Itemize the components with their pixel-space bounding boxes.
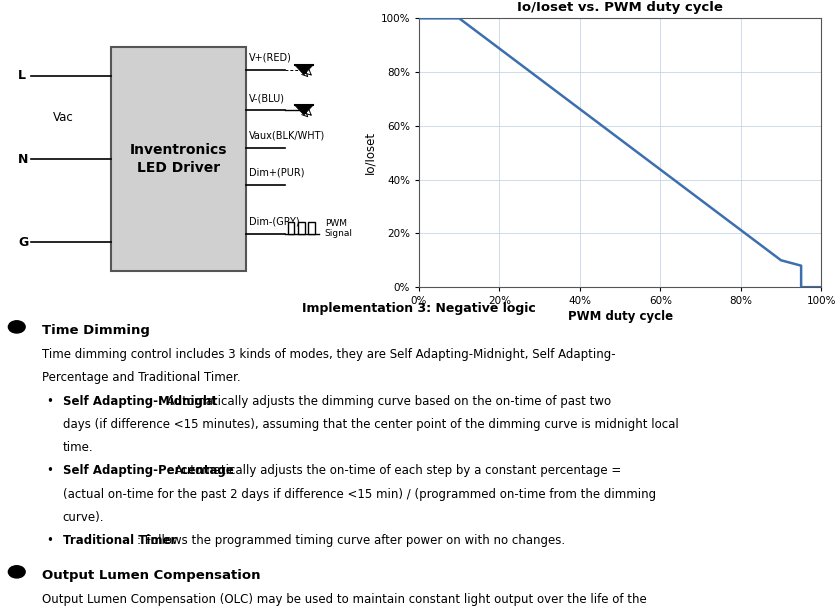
Polygon shape [295,65,313,75]
Text: N: N [18,153,28,166]
Text: Dim-(GRY): Dim-(GRY) [250,216,300,227]
Text: Implementation 3: Negative logic: Implementation 3: Negative logic [303,302,535,315]
Text: •: • [46,395,53,408]
Text: Output Lumen Compensation (OLC) may be used to maintain constant light output ov: Output Lumen Compensation (OLC) may be u… [42,593,647,606]
Text: : Follows the programmed timing curve after power on with no changes.: : Follows the programmed timing curve af… [137,534,565,547]
Bar [288,222,294,233]
Text: (actual on-time for the past 2 days if difference <15 min) / (programmed on-time: (actual on-time for the past 2 days if d… [63,488,656,500]
Text: Vaux(BLK/WHT): Vaux(BLK/WHT) [250,130,325,141]
Text: V-(BLU): V-(BLU) [250,93,285,103]
Text: : Automatically adjusts the on-time of each step by a constant percentage =: : Automatically adjusts the on-time of e… [168,464,622,477]
X-axis label: PWM duty cycle: PWM duty cycle [567,310,673,323]
Bar [111,47,246,271]
Text: PWM: PWM [325,219,347,228]
Text: Self Adapting-Percentage: Self Adapting-Percentage [63,464,234,477]
Text: Self Adapting-Midnight: Self Adapting-Midnight [63,395,217,408]
Text: Traditional Timer: Traditional Timer [63,534,176,547]
Y-axis label: Io/Ioset: Io/Ioset [364,131,376,174]
Text: : Automatically adjusts the dimming curve based on the on-time of past two: : Automatically adjusts the dimming curv… [158,395,611,408]
Bar [298,222,304,233]
Text: L: L [18,69,26,82]
Text: G: G [18,236,28,249]
Text: Dim+(PUR): Dim+(PUR) [250,167,305,178]
Text: Percentage and Traditional Timer.: Percentage and Traditional Timer. [42,371,241,384]
Text: •: • [46,464,53,477]
Title: Io/Ioset vs. PWM duty cycle: Io/Ioset vs. PWM duty cycle [517,1,723,15]
Text: Signal: Signal [325,229,353,238]
Text: Time dimming control includes 3 kinds of modes, they are Self Adapting-Midnight,: Time dimming control includes 3 kinds of… [42,348,616,361]
Polygon shape [295,106,313,115]
Text: Output Lumen Compensation: Output Lumen Compensation [42,569,261,582]
Text: time.: time. [63,441,94,454]
Text: curve).: curve). [63,511,105,524]
Text: Inventronics
LED Driver: Inventronics LED Driver [130,143,227,175]
Text: days (if difference <15 minutes), assuming that the center point of the dimming : days (if difference <15 minutes), assumi… [63,418,679,431]
Text: V+(RED): V+(RED) [250,53,292,63]
Text: •: • [46,534,53,547]
Text: Time Dimming: Time Dimming [42,324,150,337]
Text: Vac: Vac [53,111,74,124]
Bar [308,222,315,233]
